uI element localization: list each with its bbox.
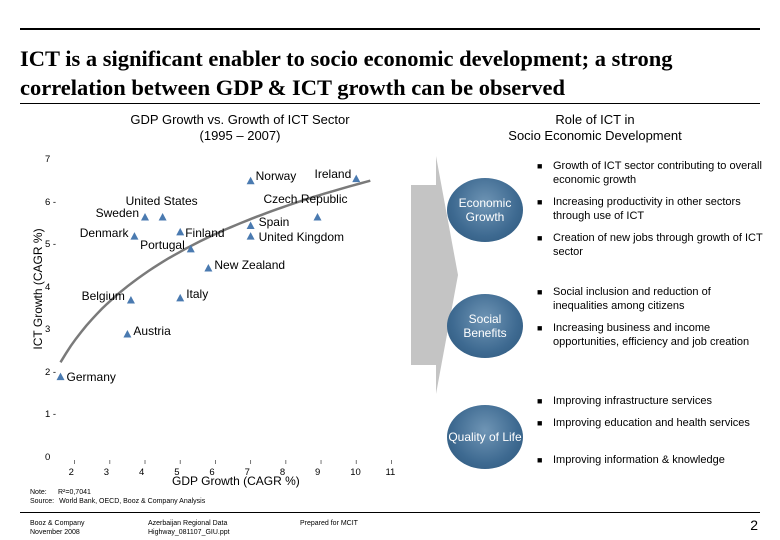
y-tick-3: 3	[45, 324, 51, 336]
data-point-new-zealand	[204, 264, 213, 272]
point-label-new-zealand: New Zealand	[214, 257, 286, 272]
source-text: World Bank, OECD, Booz & Company Analysi…	[59, 498, 206, 505]
bullet-econ-1: ■ Growth of ICT sector contributing to ov…	[537, 160, 762, 186]
page-number: 2	[750, 517, 758, 533]
x-tick-5: 5	[174, 467, 180, 478]
source-label: Source:	[30, 498, 55, 505]
x-tick-6: 6	[209, 467, 215, 478]
point-label-czech-republic: Czech Republic	[263, 192, 348, 207]
chart-heading-line1: GDP Growth vs. Growth of ICT Sector	[130, 112, 350, 127]
economic-growth-circle: Economic Growth	[447, 178, 523, 242]
x-tick-3: 3	[103, 467, 110, 478]
point-label-denmark: Denmark	[79, 225, 129, 240]
social-benefits-circle: Social Benefits	[447, 294, 523, 358]
y-tick-0: 0	[45, 452, 51, 463]
data-point-germany	[56, 372, 65, 381]
point-label-sweden: Sweden	[95, 206, 140, 221]
y-tick-2: 2 -	[45, 366, 57, 378]
bullet-life-1: ■ Improving infrastructure services	[537, 395, 712, 407]
footer-company: Booz & Company November 2008	[30, 520, 85, 536]
roles-heading: Role of ICT in Socio Economic Developmen…	[470, 112, 720, 144]
note-line: Note: R²=0,7041	[30, 489, 91, 498]
x-tick-8: 8	[279, 467, 286, 478]
data-point-denmark	[130, 232, 139, 240]
y-tick-5: 5 -	[45, 239, 57, 251]
y-tick-7: 7	[45, 154, 51, 165]
note-text: R²=0,7041	[58, 489, 91, 496]
x-tick-4: 4	[139, 467, 145, 478]
footer-prepared: Prepared for MCIT	[300, 520, 358, 527]
data-point-czech-republic	[313, 212, 322, 221]
title-rule	[20, 103, 760, 104]
chart-heading: GDP Growth vs. Growth of ICT Sector (199…	[90, 112, 390, 144]
point-label-belgium: Belgium	[81, 289, 125, 304]
point-label-united-kingdom: United Kingdom	[258, 229, 344, 244]
point-label-austria: Austria	[133, 323, 171, 338]
point-label-ireland: Ireland	[314, 167, 352, 182]
data-point-united-states	[158, 212, 167, 221]
data-point-belgium	[126, 295, 135, 304]
bullet-life-2: ■ Improving education and health services	[537, 417, 750, 429]
point-label-finland: Finland	[185, 226, 225, 241]
bullet-life-3: ■ Improving information & knowledge	[537, 454, 725, 466]
bullet-social-1: ■ Social inclusion and reduction of inequ…	[537, 286, 711, 312]
x-tick-2: 2	[68, 467, 74, 478]
footer-document: Azerbaijan Regional Data Highway_081107_…	[148, 520, 230, 536]
data-point-portugal	[186, 244, 195, 253]
chart-heading-line2: (1995 – 2007)	[199, 128, 281, 143]
point-label-norway: Norway	[255, 169, 297, 184]
y-tick-1: 1 -	[45, 409, 57, 421]
point-label-italy: Italy	[186, 287, 209, 302]
page-title: ICT is a significant enabler to socio ec…	[20, 46, 673, 100]
roles-heading-line1: Role of ICT in	[555, 112, 635, 127]
bullet-social-2: ■ Increasing business and income opportun…	[537, 322, 750, 348]
top-rule	[20, 28, 760, 30]
footer-rule	[20, 512, 760, 513]
roles-heading-line2: Socio Economic Development	[508, 128, 682, 143]
y-axis-label: ICT Growth (CAGR %)	[31, 228, 45, 350]
x-tick-10: 10	[350, 467, 361, 478]
data-point-norway	[246, 176, 255, 185]
data-point-austria	[123, 330, 132, 338]
quality-of-life-circle: Quality of Life	[447, 405, 523, 469]
point-label-germany: Germany	[66, 370, 116, 385]
note-label: Note:	[30, 489, 47, 496]
source-line: Source: World Bank, OECD, Booz & Company…	[30, 498, 205, 507]
x-tick-9: 9	[315, 467, 321, 478]
point-label-united-states: United States	[125, 194, 198, 209]
data-point-spain	[246, 221, 255, 229]
point-label-portugal: Portugal	[140, 238, 185, 253]
y-tick-4: 4	[45, 281, 51, 293]
bullet-econ-3: ■ Creation of new jobs through growth of …	[537, 232, 763, 258]
data-point-finland	[176, 227, 185, 236]
x-tick-7: 7	[244, 467, 250, 478]
y-tick-6: 6 -	[45, 196, 57, 208]
data-point-italy	[176, 293, 185, 302]
x-axis-label: GDP Growth (CAGR %)	[172, 474, 300, 488]
bullet-econ-2: ■ Increasing productivity in other sector…	[537, 196, 741, 222]
data-point-ireland	[352, 174, 361, 183]
point-label-spain: Spain	[258, 214, 290, 229]
x-tick-11: 11	[385, 467, 396, 478]
data-point-united-kingdom	[246, 232, 255, 240]
data-point-sweden	[141, 212, 150, 221]
